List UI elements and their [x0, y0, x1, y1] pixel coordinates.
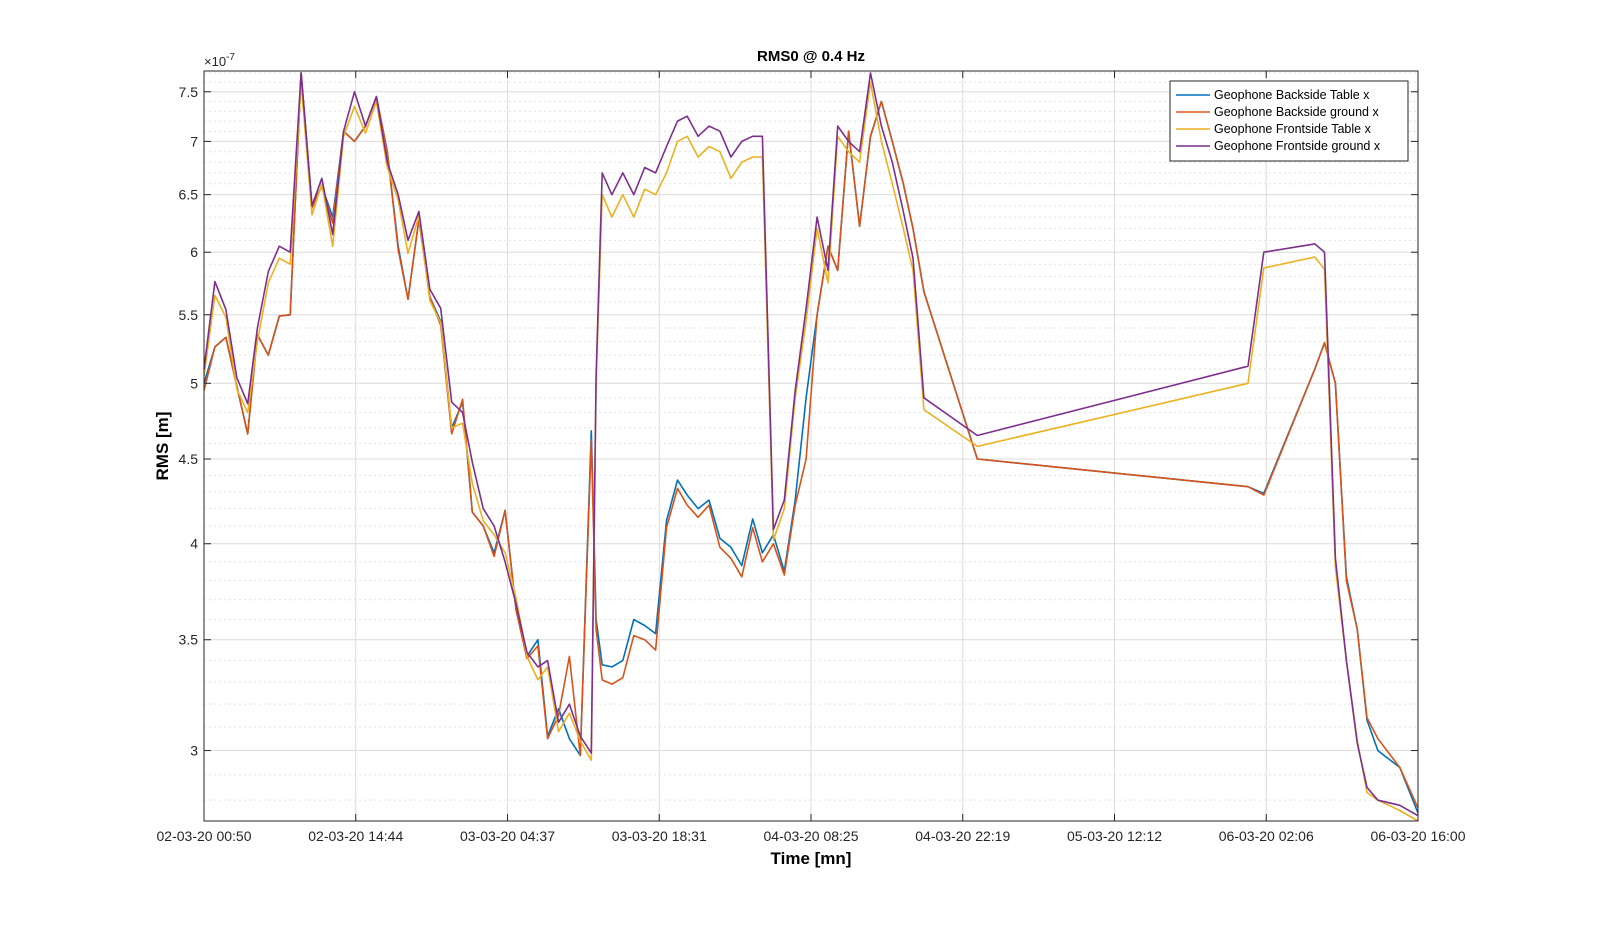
x-tick-label: 03-03-20 18:31 [612, 828, 707, 844]
y-tick-label: 4.5 [179, 451, 199, 467]
x-tick-label: 02-03-20 00:50 [157, 828, 252, 844]
major-grid [203, 71, 1419, 821]
x-tick-label: 05-03-20 12:12 [1067, 828, 1162, 844]
legend-entry-label: Geophone Backside ground x [1214, 105, 1379, 119]
y-tick-label: 4 [190, 536, 198, 552]
chart-title: RMS0 @ 0.4 Hz [757, 48, 865, 65]
x-axis: 02-03-20 00:50 02-03-20 14:44 03-03-20 04:… [157, 71, 1466, 844]
series-lines [203, 72, 1419, 822]
x-axis-title: Time [mn] [771, 849, 852, 868]
x-tick-label: 06-03-20 16:00 [1371, 828, 1466, 844]
y-axis-title: RMS [m] [153, 412, 172, 481]
y-exponent-base: ×10 [204, 54, 226, 69]
x-tick-label: 04-03-20 08:25 [764, 828, 859, 844]
y-tick-label: 7 [190, 133, 198, 149]
y-tick-label: 6.5 [179, 187, 199, 203]
y-exponent-power: -7 [226, 52, 235, 63]
y-tick-label: 5.5 [179, 307, 199, 323]
x-tick-label: 06-03-20 02:06 [1219, 828, 1314, 844]
legend: Geophone Backside Table x Geophone Backsi… [1169, 80, 1409, 162]
x-tick-label: 03-03-20 04:37 [460, 828, 555, 844]
y-tick-label: 5 [190, 375, 198, 391]
series-line-4 [203, 72, 1419, 817]
legend-entry-label: Geophone Backside Table x [1214, 88, 1370, 102]
x-tick-label: 02-03-20 14:44 [308, 828, 403, 844]
series-line-2 [203, 72, 1419, 809]
series-line-3 [203, 81, 1419, 822]
y-exponent-label: ×10-7 [204, 52, 235, 69]
y-axis: 3 3.5 4 4.5 5 5.5 6 6.5 7 7.5 [179, 84, 1418, 759]
y-tick-label: 7.5 [179, 84, 199, 100]
legend-entry-label: Geophone Frontside ground x [1214, 139, 1381, 153]
y-tick-label: 3 [190, 743, 198, 759]
y-tick-label: 3.5 [179, 632, 199, 648]
x-tick-label: 04-03-20 22:19 [915, 828, 1010, 844]
legend-entry-label: Geophone Frontside Table x [1214, 122, 1372, 136]
y-tick-label: 6 [190, 244, 198, 260]
